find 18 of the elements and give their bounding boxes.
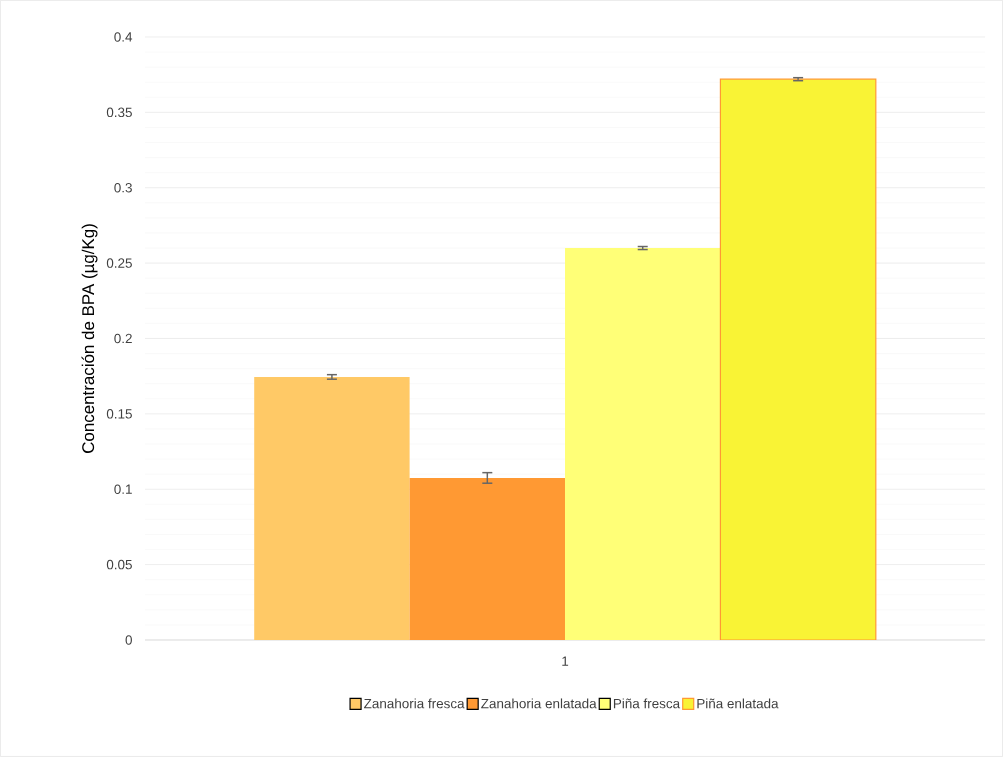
y-tick-label: 0.05 (106, 559, 132, 570)
y-tick-label: 0.1 (114, 484, 132, 494)
x-tick-label: 1 (562, 656, 569, 666)
y-tick-label: 0 (125, 635, 132, 645)
y-tick-label: 0.3 (114, 182, 132, 193)
bar (254, 376, 410, 640)
y-tick-label: 0.35 (106, 107, 132, 118)
legend-label: Zanahoria fresca (364, 698, 465, 709)
y-tick-label: 0.25 (106, 258, 132, 268)
y-tick-label: 0.2 (114, 333, 132, 344)
y-tick-label: 0.4 (114, 32, 133, 42)
legend-label: Piña enlatada (697, 698, 779, 709)
y-tick-label: 0.15 (106, 409, 132, 419)
bar (409, 477, 566, 640)
bar (565, 248, 721, 640)
legend-label: Piña fresca (613, 698, 681, 709)
y-axis-title: Concentración de BPA (µg/Kg) (81, 224, 98, 453)
legend-label: Zanahoria enlatada (481, 698, 597, 709)
